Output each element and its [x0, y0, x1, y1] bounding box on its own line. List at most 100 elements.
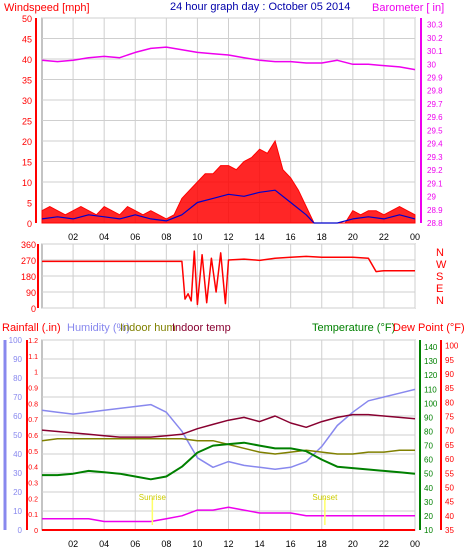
time-tick-label: 16	[286, 232, 296, 242]
dewpoint-tick-label: 100	[445, 342, 459, 351]
wind-tick-label: 45	[22, 35, 32, 45]
humidity-tick-label: 80	[13, 374, 22, 383]
direction-tick-label: 270	[21, 256, 36, 266]
direction-tick-label: 0	[31, 304, 36, 314]
barometer-tick-label: 30	[427, 60, 436, 69]
dewpoint-tick-label: 95	[445, 356, 454, 365]
temperature-tick-label: 60	[424, 456, 433, 465]
time-tick-label: 22	[379, 232, 389, 242]
dewpoint-tick-label: 55	[445, 469, 454, 478]
barometer-tick-label: 29.2	[427, 166, 443, 175]
dewpoint-tick-label: 45	[445, 498, 454, 507]
humidity-tick-label: 20	[13, 488, 22, 497]
barometer-tick-label: 29.6	[427, 113, 443, 122]
windspeed-axis-label: Windspeed [mph]	[4, 2, 90, 14]
direction-tick-label: 180	[21, 272, 36, 282]
dewpoint-tick-label: 65	[445, 441, 454, 450]
rain-tick-label: 0.1	[28, 512, 38, 519]
axes-layer: 0510152025303540455028.828.92929.129.229…	[3, 14, 459, 549]
time-tick-label: 04	[99, 539, 109, 549]
barometer-axis-label: Barometer [ in]	[372, 2, 444, 14]
time-tick-label: 06	[130, 539, 140, 549]
time-tick-label: 18	[317, 539, 327, 549]
wind-tick-label: 15	[22, 158, 32, 168]
wind-average-series	[41, 189, 416, 224]
temperature-tick-label: 100	[424, 399, 438, 408]
time-tick-label: 10	[192, 232, 202, 242]
windspeed-series	[41, 139, 416, 224]
time-tick-label: 20	[348, 539, 358, 549]
compass-tick-label: E	[436, 283, 443, 295]
wind-tick-label: 10	[22, 178, 32, 188]
dewpoint-tick-label: 35	[445, 526, 454, 535]
dewpoint-tick-label: 85	[445, 384, 454, 393]
wind-tick-label: 30	[22, 96, 32, 106]
time-tick-label: 06	[130, 232, 140, 242]
barometer-tick-label: 30.2	[427, 34, 443, 43]
humidity-tick-label: 90	[13, 355, 22, 364]
barometer-tick-label: 29.5	[427, 126, 443, 135]
compass-tick-label: N	[436, 247, 444, 259]
barometer-tick-label: 30.3	[427, 21, 443, 30]
direction-tick-label: 360	[21, 240, 36, 250]
time-tick-label: 14	[255, 232, 265, 242]
barometer-tick-label: 28.9	[427, 206, 443, 215]
dewpoint-tick-label: 90	[445, 370, 454, 379]
barometer-tick-label: 29.8	[427, 87, 443, 96]
humidity-axis-label: Humidity (%)	[67, 322, 130, 334]
indoor-temp-series	[41, 413, 416, 438]
dewpoint-tick-label: 40	[445, 512, 454, 521]
temperature-tick-label: 10	[424, 526, 433, 535]
temperature-tick-label: 130	[424, 357, 438, 366]
rain-tick-label: 0.6	[28, 433, 38, 440]
temperature-tick-label: 120	[424, 371, 438, 380]
wind-tick-label: 50	[22, 14, 32, 24]
dewpoint-tick-label: 60	[445, 455, 454, 464]
rain-tick-label: 0.5	[28, 449, 38, 456]
direction-series	[42, 250, 415, 306]
temperature-tick-label: 40	[424, 484, 433, 493]
barometer-tick-label: 29.3	[427, 153, 443, 162]
humidity-tick-label: 70	[13, 393, 22, 402]
temperature-tick-label: 110	[424, 385, 437, 394]
time-tick-label: 12	[223, 232, 233, 242]
wind-tick-label: 5	[27, 199, 32, 209]
barometer-tick-label: 29	[427, 193, 436, 202]
humidity-tick-label: 50	[13, 431, 22, 440]
rain-tick-label: 0.3	[28, 481, 38, 488]
wind-tick-label: 20	[22, 137, 32, 147]
barometer-tick-label: 29.7	[427, 100, 443, 109]
wind-tick-label: 25	[22, 117, 32, 127]
humidity-tick-label: 100	[9, 336, 23, 345]
humidity-tick-label: 40	[13, 450, 22, 459]
time-tick-label: 04	[99, 232, 109, 242]
time-tick-label: 18	[317, 232, 327, 242]
barometer-tick-label: 28.8	[427, 219, 443, 228]
barometer-tick-label: 29.4	[427, 140, 443, 149]
rain-tick-label: 0.9	[28, 386, 38, 393]
sun-annotation-label: Sunrise	[139, 493, 167, 502]
time-tick-label: 08	[161, 232, 171, 242]
temperature-tick-label: 30	[424, 498, 433, 507]
temperature-tick-label: 70	[424, 442, 433, 451]
temperature-tick-label: 80	[424, 427, 433, 436]
time-tick-label: 02	[68, 232, 78, 242]
dewpoint-tick-label: 50	[445, 483, 454, 492]
time-tick-label: 02	[68, 539, 78, 549]
time-tick-label: 12	[223, 539, 233, 549]
dewpoint-tick-label: 80	[445, 398, 454, 407]
time-tick-label: 22	[379, 539, 389, 549]
compass-tick-label: N	[436, 295, 444, 307]
rain-tick-label: 1.1	[28, 354, 38, 361]
grid-layer	[42, 17, 416, 531]
temperature-axis-label: Temperature (°F)	[312, 322, 395, 334]
humidity-tick-label: 0	[18, 526, 23, 535]
rain-tick-label: 0.4	[28, 465, 38, 472]
temperature-series	[42, 441, 416, 481]
dewpoint-tick-label: 75	[445, 413, 454, 422]
dewpoint-tick-label: 70	[445, 427, 454, 436]
series-layer: Sunrise Sunset	[41, 46, 416, 531]
rain-tick-label: 0.7	[28, 417, 38, 424]
rain-tick-label: 1	[34, 370, 38, 377]
time-tick-label: 14	[255, 539, 265, 549]
